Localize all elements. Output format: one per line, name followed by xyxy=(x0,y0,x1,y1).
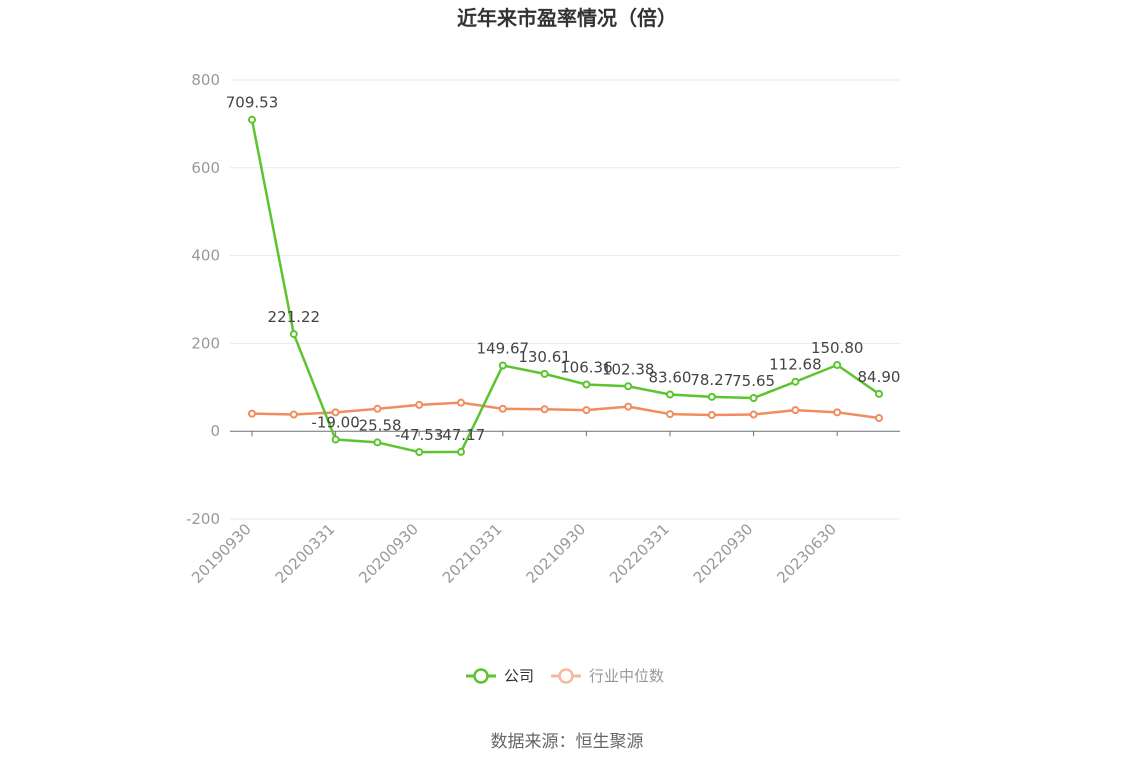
grid-lines xyxy=(230,79,900,520)
data-point[interactable] xyxy=(707,410,716,419)
data-point[interactable] xyxy=(457,398,465,407)
data-point[interactable] xyxy=(331,435,340,444)
x-tick-label: 20210930 xyxy=(523,520,590,587)
legend-label: 行业中位数 xyxy=(589,667,664,685)
y-tick-label: 400 xyxy=(191,247,220,265)
series-line-company xyxy=(250,119,880,454)
legend-label: 公司 xyxy=(504,667,534,685)
y-axis: -200 0 200 400 600 800 xyxy=(186,71,220,528)
data-label: 221.22 xyxy=(268,308,321,326)
data-point[interactable] xyxy=(707,392,716,401)
legend[interactable]: 公司 行业中位数 xyxy=(466,667,664,685)
data-point[interactable] xyxy=(749,393,758,402)
legend-item-company[interactable]: 公司 xyxy=(466,667,534,685)
legend-item-industry-median[interactable]: 行业中位数 xyxy=(551,667,664,685)
data-point[interactable] xyxy=(666,410,674,419)
data-point[interactable] xyxy=(331,408,340,417)
data-point[interactable] xyxy=(540,369,549,378)
data-point[interactable] xyxy=(457,447,465,456)
y-tick-label: 200 xyxy=(191,334,220,352)
data-point[interactable] xyxy=(373,404,382,413)
x-tick-label: 20200331 xyxy=(272,520,339,587)
data-point[interactable] xyxy=(582,406,591,415)
data-label: -47.17 xyxy=(437,426,485,444)
data-point[interactable] xyxy=(875,414,883,423)
data-source: 数据来源：恒生聚源 xyxy=(491,732,644,752)
data-point[interactable] xyxy=(289,330,298,339)
data-point[interactable] xyxy=(415,448,424,457)
legend-marker xyxy=(558,668,574,684)
legend-marker xyxy=(473,668,489,684)
data-label: -19.00 xyxy=(311,414,359,432)
series-line-industry-median xyxy=(251,401,880,420)
data-label: 106.36 xyxy=(560,359,613,377)
y-tick-label: 600 xyxy=(191,159,220,177)
data-point[interactable] xyxy=(582,380,591,389)
chart-title: 近年来市盈率情况（倍） xyxy=(457,6,677,30)
data-label: 150.80 xyxy=(811,339,864,357)
data-label: 84.90 xyxy=(858,368,901,386)
data-point[interactable] xyxy=(248,115,256,124)
y-tick-label: -200 xyxy=(186,510,220,528)
data-label: 83.60 xyxy=(649,368,692,386)
series-layer xyxy=(248,115,883,457)
data-label: 709.53 xyxy=(226,94,279,112)
x-tick-label: 20220331 xyxy=(606,520,673,587)
data-point[interactable] xyxy=(749,410,758,419)
x-tick-label: 20210331 xyxy=(439,520,506,587)
data-point[interactable] xyxy=(875,389,883,398)
data-label: 102.38 xyxy=(602,360,655,378)
data-label: 112.68 xyxy=(769,356,822,374)
data-point[interactable] xyxy=(415,400,424,409)
y-tick-label: 0 xyxy=(210,422,220,440)
data-point[interactable] xyxy=(498,404,507,413)
data-point[interactable] xyxy=(791,377,800,386)
data-point[interactable] xyxy=(248,409,256,418)
data-point[interactable] xyxy=(833,360,842,369)
x-tick-label: 20200930 xyxy=(355,520,422,587)
data-point[interactable] xyxy=(833,408,842,417)
y-tick-label: 800 xyxy=(191,71,220,89)
x-axis: 20190930 20200331 20200930 20210331 20210930… xyxy=(188,430,900,587)
x-tick-label: 20220930 xyxy=(690,520,757,587)
x-tick-label: 20230630 xyxy=(773,520,840,587)
data-point[interactable] xyxy=(540,405,549,414)
data-label: 149.67 xyxy=(477,339,530,357)
data-label: -47.53 xyxy=(395,426,443,444)
data-label: -25.58 xyxy=(353,416,401,434)
data-point[interactable] xyxy=(624,402,633,411)
data-point[interactable] xyxy=(373,438,382,447)
x-tick-label: 20190930 xyxy=(188,520,255,587)
data-point[interactable] xyxy=(666,390,674,399)
data-label: 78.27 xyxy=(690,371,733,389)
data-point[interactable] xyxy=(624,382,633,391)
data-point[interactable] xyxy=(498,361,507,370)
data-labels: 709.53 221.22 -19.00-25.58-47.53-47.17 149.… xyxy=(226,94,901,444)
data-label: 130.61 xyxy=(518,348,571,366)
data-point[interactable] xyxy=(289,410,298,419)
data-point[interactable] xyxy=(791,406,800,415)
data-label: 75.65 xyxy=(732,372,775,390)
